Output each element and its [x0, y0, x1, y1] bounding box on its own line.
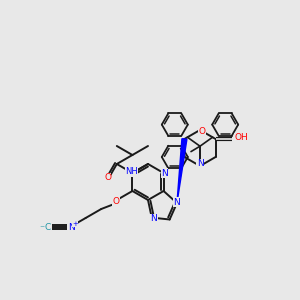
Text: N: N	[150, 214, 157, 223]
Text: ⁻: ⁻	[40, 224, 45, 234]
Text: N: N	[68, 223, 74, 232]
Text: +: +	[72, 221, 78, 227]
Text: O: O	[104, 173, 111, 182]
Polygon shape	[177, 139, 187, 203]
Text: NH: NH	[125, 167, 138, 176]
Text: N: N	[196, 160, 203, 169]
Text: C: C	[45, 223, 51, 232]
Text: OH: OH	[235, 134, 249, 142]
Text: N: N	[174, 197, 180, 206]
Text: O: O	[199, 128, 206, 136]
Text: N: N	[161, 169, 168, 178]
Text: O: O	[112, 196, 119, 206]
